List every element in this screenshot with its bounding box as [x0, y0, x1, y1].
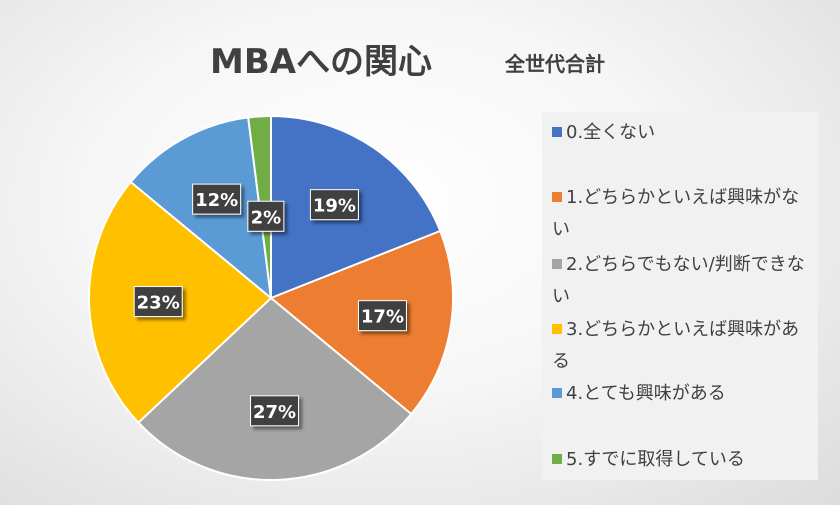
- legend-item-2: 2.どちらでもない/判断できない: [552, 249, 814, 313]
- data-label-2: 27%: [250, 395, 300, 427]
- legend-item-1: 1.どちらかといえば興味がない: [552, 182, 814, 246]
- legend-swatch-3: [552, 324, 562, 334]
- legend-swatch-1: [552, 192, 562, 202]
- data-label-text-2: 27%: [253, 402, 296, 423]
- data-label-text-4: 12%: [195, 190, 238, 211]
- data-label-text-0: 19%: [313, 196, 356, 217]
- data-label-0: 19%: [309, 189, 359, 221]
- chart-subtitle: 全世代合計: [505, 52, 605, 76]
- data-label-text-3: 23%: [137, 293, 180, 314]
- legend-swatch-4: [552, 388, 562, 398]
- legend-item-4: 4.とても興味がある: [552, 378, 814, 410]
- legend-swatch-5: [552, 454, 562, 464]
- legend-item-3: 3.どちらかといえば興味がある: [552, 314, 814, 378]
- legend-swatch-0: [552, 127, 562, 137]
- data-label-text-1: 17%: [361, 307, 404, 328]
- data-label-1: 17%: [357, 300, 407, 332]
- legend-swatch-2: [552, 259, 562, 269]
- legend-label-1: 1.どちらかといえば興味がない: [552, 187, 800, 240]
- data-label-text-5: 2%: [251, 207, 282, 228]
- data-label-box-4: [192, 183, 242, 215]
- data-label-3: 23%: [133, 286, 183, 318]
- legend-label-5: 5.すでに取得している: [566, 449, 745, 470]
- legend-label-0: 0.全くない: [566, 122, 656, 143]
- pie-slice-2: [136, 296, 413, 481]
- legend: 0.全くない 1.どちらかといえば興味がない 2.どちらでもない/判断できない …: [542, 112, 818, 480]
- data-label-4: 12%: [192, 183, 242, 215]
- legend-item-5: 5.すでに取得している: [552, 444, 814, 476]
- legend-label-3: 3.どちらかといえば興味がある: [552, 319, 800, 372]
- data-label-box-5: [247, 200, 285, 232]
- legend-label-4: 4.とても興味がある: [566, 383, 726, 404]
- data-label-5: 2%: [247, 200, 285, 232]
- data-label-box-1: [357, 300, 407, 332]
- data-label-box-0: [309, 189, 359, 221]
- legend-item-0: 0.全くない: [552, 117, 814, 149]
- data-label-box-3: [133, 286, 183, 318]
- data-label-box-2: [250, 395, 300, 427]
- chart-title: MBAへの関心: [210, 42, 433, 82]
- legend-label-2: 2.どちらでもない/判断できない: [552, 254, 805, 307]
